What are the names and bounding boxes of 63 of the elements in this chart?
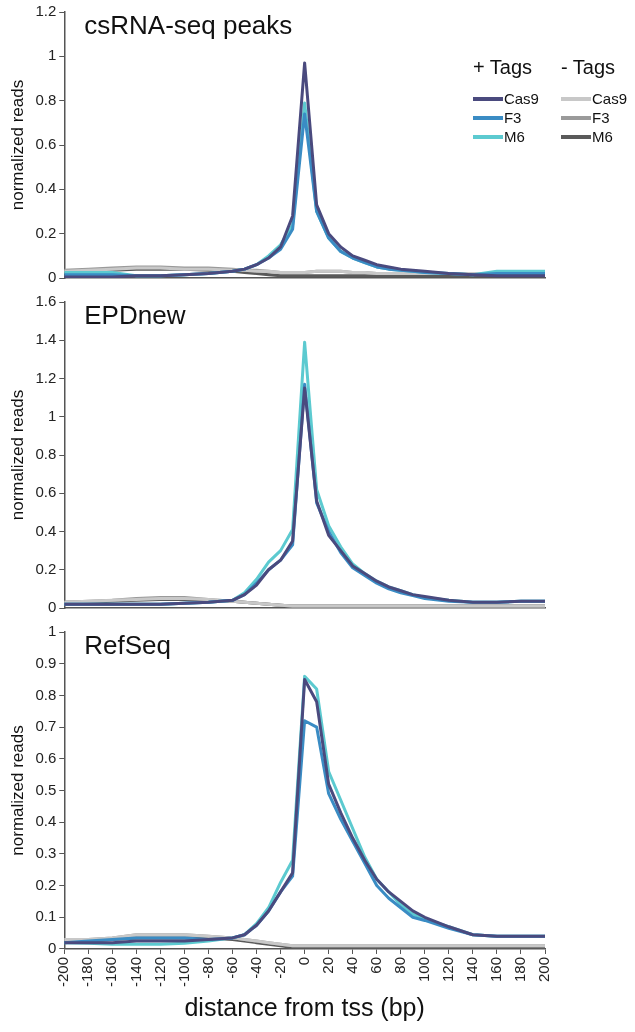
y-tick-label: 0.8 bbox=[35, 685, 57, 703]
x-tick-label: -80 bbox=[198, 956, 216, 979]
y-tick-label: 1 bbox=[47, 622, 57, 640]
y-tick-label: 1.6 bbox=[35, 292, 57, 310]
y-tick-label: 0.7 bbox=[35, 717, 57, 735]
x-tick-label: 180 bbox=[511, 956, 529, 983]
x-tick-label: -180 bbox=[78, 956, 96, 988]
y-tick-label: 0 bbox=[47, 268, 57, 286]
x-tick-label: 40 bbox=[342, 956, 360, 974]
legend-label: F3 bbox=[591, 109, 610, 126]
x-tick-label: 0 bbox=[294, 956, 312, 966]
y-tick-label: 0.5 bbox=[35, 780, 57, 798]
legend-label: F3 bbox=[503, 109, 522, 126]
y-tick-label: 1.2 bbox=[35, 368, 57, 386]
y-tick-label: 0.2 bbox=[35, 875, 57, 893]
y-tick-label: 0.8 bbox=[35, 90, 57, 108]
legend-label: Cas9 bbox=[503, 90, 539, 107]
y-tick-label: 0.1 bbox=[35, 907, 57, 925]
chart-title: csRNA-seq peaks bbox=[84, 10, 293, 41]
y-axis-title: normalized reads bbox=[7, 725, 27, 856]
y-tick-label: 0.2 bbox=[35, 559, 57, 577]
y-tick-label: 0.6 bbox=[35, 748, 57, 766]
y-tick-label: 1.2 bbox=[35, 2, 57, 20]
chart-title: EPDnew bbox=[84, 300, 186, 331]
x-tick-label: -120 bbox=[150, 956, 168, 988]
legend-label: M6 bbox=[503, 128, 525, 145]
x-tick-label: 20 bbox=[318, 956, 336, 974]
y-tick-label: 0.4 bbox=[35, 179, 57, 197]
text: - Tags bbox=[560, 56, 617, 79]
chart-title: RefSeq bbox=[84, 630, 171, 661]
x-tick-label: 160 bbox=[487, 956, 505, 983]
y-tick-label: 0 bbox=[47, 939, 57, 957]
x-tick-label: 200 bbox=[535, 956, 553, 983]
y-tick-label: 0.4 bbox=[35, 812, 57, 830]
y-tick-label: 0.4 bbox=[35, 521, 57, 539]
x-tick-label: 60 bbox=[366, 956, 384, 974]
legend-label: Cas9 bbox=[591, 90, 627, 107]
y-tick-label: 0.8 bbox=[35, 445, 57, 463]
x-tick-label: 80 bbox=[390, 956, 408, 974]
x-tick-label: -100 bbox=[174, 956, 192, 988]
y-tick-label: 0.2 bbox=[35, 223, 57, 241]
x-tick-label: 120 bbox=[438, 956, 456, 983]
y-tick-label: 1 bbox=[47, 406, 57, 424]
x-tick-label: -20 bbox=[270, 956, 288, 979]
x-tick-label: -160 bbox=[102, 956, 120, 988]
legend-label: M6 bbox=[591, 128, 613, 145]
y-tick-label: 1 bbox=[47, 46, 57, 64]
y-tick-label: 0 bbox=[47, 598, 57, 616]
x-axis-title: distance from tss (bp) bbox=[184, 992, 425, 1021]
x-tick-label: 140 bbox=[463, 956, 481, 983]
y-tick-label: 0.9 bbox=[35, 653, 57, 671]
y-tick-label: 0.6 bbox=[35, 135, 57, 153]
x-tick-label: -200 bbox=[54, 956, 72, 988]
y-tick-label: 1.4 bbox=[35, 330, 57, 348]
y-axis-title: normalized reads bbox=[7, 389, 27, 521]
x-tick-label: -40 bbox=[246, 956, 264, 979]
x-tick-label: -140 bbox=[126, 956, 144, 988]
y-tick-label: 0.6 bbox=[35, 483, 57, 501]
y-axis-title: normalized reads bbox=[7, 79, 27, 211]
x-tick-label: 100 bbox=[414, 956, 432, 983]
x-tick-label: -60 bbox=[222, 956, 240, 979]
y-tick-label: 0.3 bbox=[35, 844, 57, 862]
annotation: + Tags bbox=[472, 56, 534, 79]
